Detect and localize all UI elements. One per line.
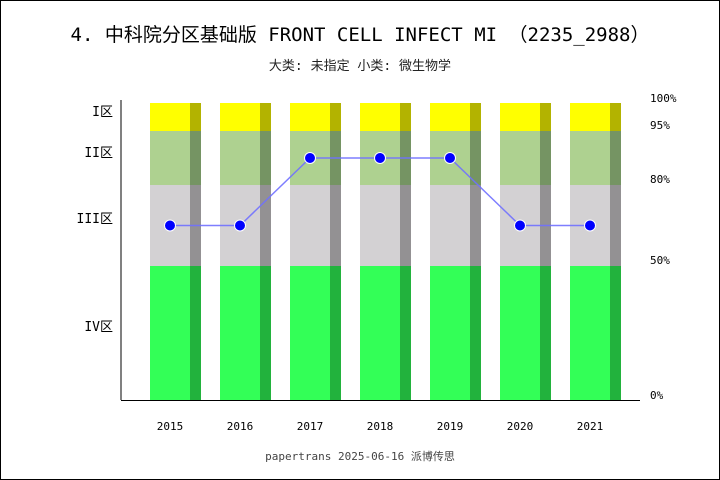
bar-segment [570, 131, 610, 185]
bar-segment [500, 266, 540, 400]
bar-segment [220, 103, 260, 131]
x-tick-label: 2020 [507, 420, 534, 433]
x-tick-label: 2017 [297, 420, 324, 433]
bar-shadow [470, 185, 481, 266]
bar-shadow [540, 266, 551, 400]
bar-segment [220, 131, 260, 185]
bar-shadow [330, 185, 341, 266]
x-tick-label: 2021 [577, 420, 604, 433]
bar-shadow [400, 266, 411, 400]
data-point [164, 219, 176, 232]
bar-shadow [330, 266, 341, 400]
x-tick-label: 2019 [437, 420, 464, 433]
bar-segment [360, 103, 400, 131]
data-point [444, 152, 456, 164]
bar-segment [150, 266, 190, 400]
bar-segment [570, 103, 610, 131]
bar-shadow [610, 131, 621, 185]
bar-segment [360, 185, 400, 266]
data-point [304, 152, 316, 164]
chart-title: 4. 中科院分区基础版 FRONT CELL INFECT MI （2235_2… [70, 24, 650, 46]
bar-shadow [610, 185, 621, 266]
bar-shadow [470, 266, 481, 400]
zone-label: II区 [84, 146, 113, 161]
bar-shadow [610, 103, 621, 131]
bar-shadow [330, 103, 341, 131]
bar-shadow [470, 131, 481, 185]
bar-shadow [470, 103, 481, 131]
bar-shadow [260, 103, 271, 131]
bar-shadow [190, 131, 201, 185]
bar-shadow [400, 185, 411, 266]
bar-segment [220, 266, 260, 400]
bar-shadow [540, 103, 551, 131]
chart-subtitle: 大类: 未指定 小类: 微生物学 [268, 59, 452, 74]
bar-shadow [400, 103, 411, 131]
zone-label: I区 [92, 105, 113, 120]
data-point [584, 219, 596, 232]
data-point [374, 152, 386, 164]
bar-segment [290, 185, 330, 266]
bar-segment [290, 266, 330, 400]
data-point [234, 219, 246, 232]
right-tick-label: 100% [650, 92, 677, 105]
bar-shadow [260, 185, 271, 266]
bar-segment [360, 266, 400, 400]
bar-shadow [190, 266, 201, 400]
bar-segment [500, 103, 540, 131]
bar-segment [430, 185, 470, 266]
x-tick-label: 2016 [227, 420, 254, 433]
bar-segment [150, 103, 190, 131]
bar-segment [570, 266, 610, 400]
bar-segment [290, 103, 330, 131]
bar-segment [500, 131, 540, 185]
bar-shadow [540, 131, 551, 185]
zone-label: III区 [77, 212, 113, 227]
bar-shadow [190, 103, 201, 131]
x-tick-label: 2015 [157, 420, 184, 433]
bar-shadow [260, 266, 271, 400]
right-tick-label: 0% [650, 389, 664, 402]
data-point [514, 219, 526, 232]
bar-segment [430, 266, 470, 400]
x-tick-label: 2018 [367, 420, 394, 433]
chart-footer: papertrans 2025-06-16 派博传思 [265, 450, 455, 463]
bar-shadow [260, 131, 271, 185]
bar-segment [430, 103, 470, 131]
right-tick-label: 95% [650, 119, 670, 132]
right-tick-label: 50% [650, 254, 670, 267]
bar-segment [150, 131, 190, 185]
right-tick-label: 80% [650, 173, 670, 186]
zone-label: IV区 [84, 320, 113, 335]
bar-shadow [610, 266, 621, 400]
